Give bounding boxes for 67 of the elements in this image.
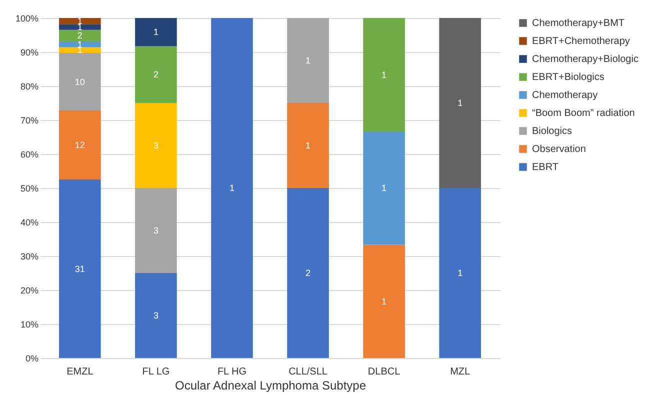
x-tick-label: CLL/SLL bbox=[288, 366, 328, 378]
annotation: 3 bbox=[153, 140, 158, 150]
y-tick-label: 80% bbox=[20, 82, 38, 92]
x-tick-label: DLBCL bbox=[368, 366, 401, 378]
bar bbox=[135, 18, 177, 46]
y-tick-label: 0% bbox=[25, 354, 38, 364]
bar bbox=[135, 103, 177, 188]
annotation: 1 bbox=[458, 268, 463, 278]
legend-label: Chemotherapy+Biologic bbox=[532, 54, 638, 65]
annotation: 3 bbox=[153, 226, 158, 236]
x-axis-title: Ocular Adnexal Lymphoma Subtype bbox=[175, 378, 366, 392]
bar bbox=[363, 132, 405, 245]
bar bbox=[287, 188, 329, 358]
x-tick-label: EMZL bbox=[66, 366, 94, 378]
bar bbox=[59, 180, 101, 358]
bar bbox=[59, 47, 101, 54]
y-tick-label: 60% bbox=[20, 150, 38, 160]
y-tick-label: 70% bbox=[20, 116, 38, 126]
bar bbox=[59, 53, 101, 110]
bar bbox=[135, 188, 177, 273]
annotation: 12 bbox=[74, 140, 85, 150]
bar bbox=[363, 18, 405, 132]
y-tick-label: 90% bbox=[20, 48, 38, 58]
legend-label: EBRT+Chemotherapy bbox=[532, 36, 630, 47]
y-tick-label: 30% bbox=[20, 252, 38, 262]
bar bbox=[287, 103, 329, 188]
bar bbox=[59, 18, 101, 24]
annotation: 1 bbox=[229, 183, 234, 193]
annotation: 1 bbox=[458, 98, 463, 108]
annotation: 2 bbox=[306, 268, 311, 278]
bar bbox=[59, 110, 101, 180]
annotation: 1 bbox=[306, 140, 311, 150]
annotation: 3 bbox=[153, 310, 158, 320]
legend-label: “Boom Boom” radiation bbox=[532, 108, 635, 119]
legend-label: Chemotherapy+BMT bbox=[532, 18, 625, 29]
bar bbox=[135, 46, 177, 103]
legend-label: Observation bbox=[532, 144, 586, 155]
annotation: 10 bbox=[74, 76, 85, 87]
legend-label: EBRT+Biologics bbox=[532, 72, 604, 83]
annotation: 1 bbox=[382, 70, 387, 80]
bar bbox=[135, 273, 177, 358]
annotation: 1 bbox=[306, 56, 311, 66]
bar bbox=[211, 18, 253, 358]
bar bbox=[59, 30, 101, 42]
bar bbox=[439, 18, 481, 188]
annotation: 31 bbox=[74, 264, 85, 274]
y-tick-label: 50% bbox=[20, 184, 38, 194]
bar bbox=[363, 244, 405, 358]
x-tick-label: FL LG bbox=[142, 366, 170, 378]
x-tick-label: MZL bbox=[450, 366, 471, 378]
annotation: 1 bbox=[382, 183, 387, 194]
legend-label: Chemotherapy bbox=[532, 90, 598, 101]
annotation: 1 bbox=[153, 27, 158, 38]
bar bbox=[59, 41, 101, 48]
annotation: 2 bbox=[77, 30, 82, 41]
bar bbox=[287, 18, 329, 103]
y-tick-label: 100% bbox=[15, 14, 38, 24]
legend-label: Biologics bbox=[532, 126, 572, 137]
legend-label: EBRT bbox=[532, 162, 558, 173]
x-tick-label: FL HG bbox=[217, 366, 247, 378]
y-tick-label: 10% bbox=[20, 320, 38, 330]
y-tick-label: 40% bbox=[20, 218, 38, 228]
y-tick-label: 20% bbox=[20, 286, 38, 296]
annotation: 1 bbox=[382, 296, 387, 306]
bar bbox=[59, 24, 101, 30]
annotation: 2 bbox=[153, 70, 158, 80]
bar bbox=[439, 188, 481, 358]
